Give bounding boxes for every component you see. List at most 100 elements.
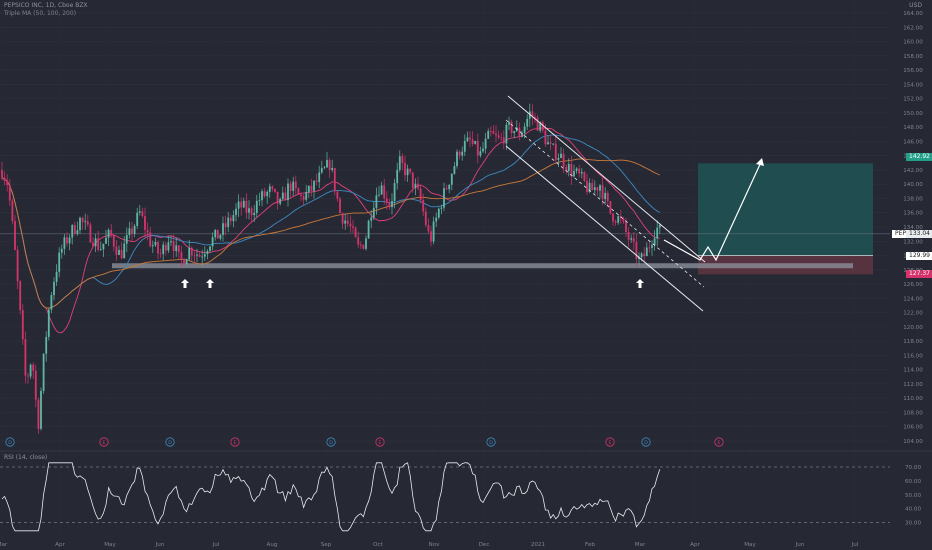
candle-body xyxy=(466,137,469,142)
candle-body xyxy=(484,138,487,149)
candle-body xyxy=(651,245,653,248)
candle-body xyxy=(437,208,440,218)
candle-body xyxy=(604,192,607,200)
event-marker-label: E xyxy=(718,440,721,446)
price-tick-label: 112.00 xyxy=(903,382,923,388)
candle-body xyxy=(372,207,375,218)
candle-body xyxy=(456,151,458,167)
candle-body xyxy=(203,254,206,257)
candle-body xyxy=(133,225,136,234)
candle-body xyxy=(502,137,505,144)
descending-channel xyxy=(505,95,706,312)
event-marker-label: D xyxy=(8,440,12,446)
event-marker-label: D xyxy=(489,440,493,446)
candle-body xyxy=(3,177,6,181)
candle-body xyxy=(141,211,144,217)
price-tick-label: 150.00 xyxy=(903,111,923,117)
up-arrow-icon xyxy=(206,279,214,288)
candle-body xyxy=(625,221,627,232)
price-tick-label: 118.00 xyxy=(903,339,923,345)
time-tick-label: May xyxy=(744,542,756,548)
candle-body xyxy=(53,281,55,296)
support-zone xyxy=(112,263,853,269)
candle-body xyxy=(422,200,425,212)
price-axis[interactable]: 164.00 162.00 160.00 158.00 156.00 154.00 152.… xyxy=(903,11,923,445)
candle-body xyxy=(349,223,352,227)
candle-body xyxy=(94,238,97,247)
candle-body xyxy=(209,246,211,251)
event-marker-label: E xyxy=(234,440,237,446)
candle-body xyxy=(159,253,162,255)
time-tick-label: May xyxy=(104,542,116,548)
candle-body xyxy=(245,200,248,213)
candle-body xyxy=(357,237,360,245)
candle-body xyxy=(500,137,503,139)
position-zones xyxy=(0,163,890,275)
candle-body xyxy=(552,143,555,145)
candle-body xyxy=(336,191,339,199)
candle-body xyxy=(513,131,516,134)
candle-body xyxy=(146,229,149,233)
candle-body xyxy=(482,148,484,152)
channel-mid-line xyxy=(505,119,705,288)
candle-body xyxy=(614,221,617,223)
candle-body xyxy=(617,216,620,223)
candle-body xyxy=(292,181,295,191)
candle-body xyxy=(196,254,198,256)
symbol-tag: PEP xyxy=(892,230,910,238)
candle-body xyxy=(479,151,482,156)
candle-body xyxy=(367,220,370,239)
candle-body xyxy=(76,230,79,234)
candle-body xyxy=(258,200,261,202)
price-tick-label: 154.00 xyxy=(903,82,923,88)
candle-body xyxy=(149,232,152,247)
rsi-tick-label: 60.00 xyxy=(905,479,921,485)
candle-body xyxy=(294,181,297,189)
candle-body xyxy=(125,234,128,244)
candle-body xyxy=(622,218,625,222)
candle-body xyxy=(656,227,659,239)
candle-body xyxy=(580,172,583,174)
candle-body xyxy=(240,201,243,208)
up-arrow-icon xyxy=(181,279,189,288)
candle-body xyxy=(310,185,313,191)
entry-price-tag: 129.99 xyxy=(906,252,932,260)
candle-body xyxy=(118,250,120,255)
price-tick-label: 140.00 xyxy=(903,182,923,188)
candle-body xyxy=(242,200,245,208)
candle-body xyxy=(430,231,432,242)
candle-body xyxy=(136,212,139,226)
candle-body xyxy=(492,131,495,134)
candle-body xyxy=(16,249,19,282)
candle-body xyxy=(578,168,581,174)
candle-body xyxy=(331,167,334,171)
price-tick-label: 114.00 xyxy=(903,368,923,374)
price-tick-label: 116.00 xyxy=(903,353,923,359)
event-marker-label: E xyxy=(609,440,612,446)
candle-body xyxy=(237,201,240,209)
time-axis[interactable]: Mar Apr May Jun Jul Aug Sep Oct Nov Dec 2021 Feb Mar… xyxy=(0,542,859,548)
candle-body xyxy=(339,198,341,214)
candle-body xyxy=(385,198,388,203)
candle-body xyxy=(211,237,214,247)
candle-body xyxy=(518,127,521,137)
candle-body xyxy=(383,185,386,199)
candle-body xyxy=(224,223,227,228)
candle-body xyxy=(120,250,123,259)
rsi-line xyxy=(1,462,661,532)
candle-body xyxy=(453,166,456,174)
price-tick-label: 138.00 xyxy=(903,196,923,202)
candle-body xyxy=(414,183,417,188)
candle-body xyxy=(362,244,365,249)
candle-body xyxy=(440,207,443,209)
candle-body xyxy=(89,224,92,243)
candle-body xyxy=(86,221,89,225)
candle-body xyxy=(138,211,141,213)
rsi-legend: RSI (14, close) xyxy=(4,454,48,461)
candle-body xyxy=(320,168,323,173)
candle-body xyxy=(323,167,326,169)
candle-body xyxy=(55,271,58,282)
candle-body xyxy=(409,168,412,173)
candle-body xyxy=(27,375,29,377)
